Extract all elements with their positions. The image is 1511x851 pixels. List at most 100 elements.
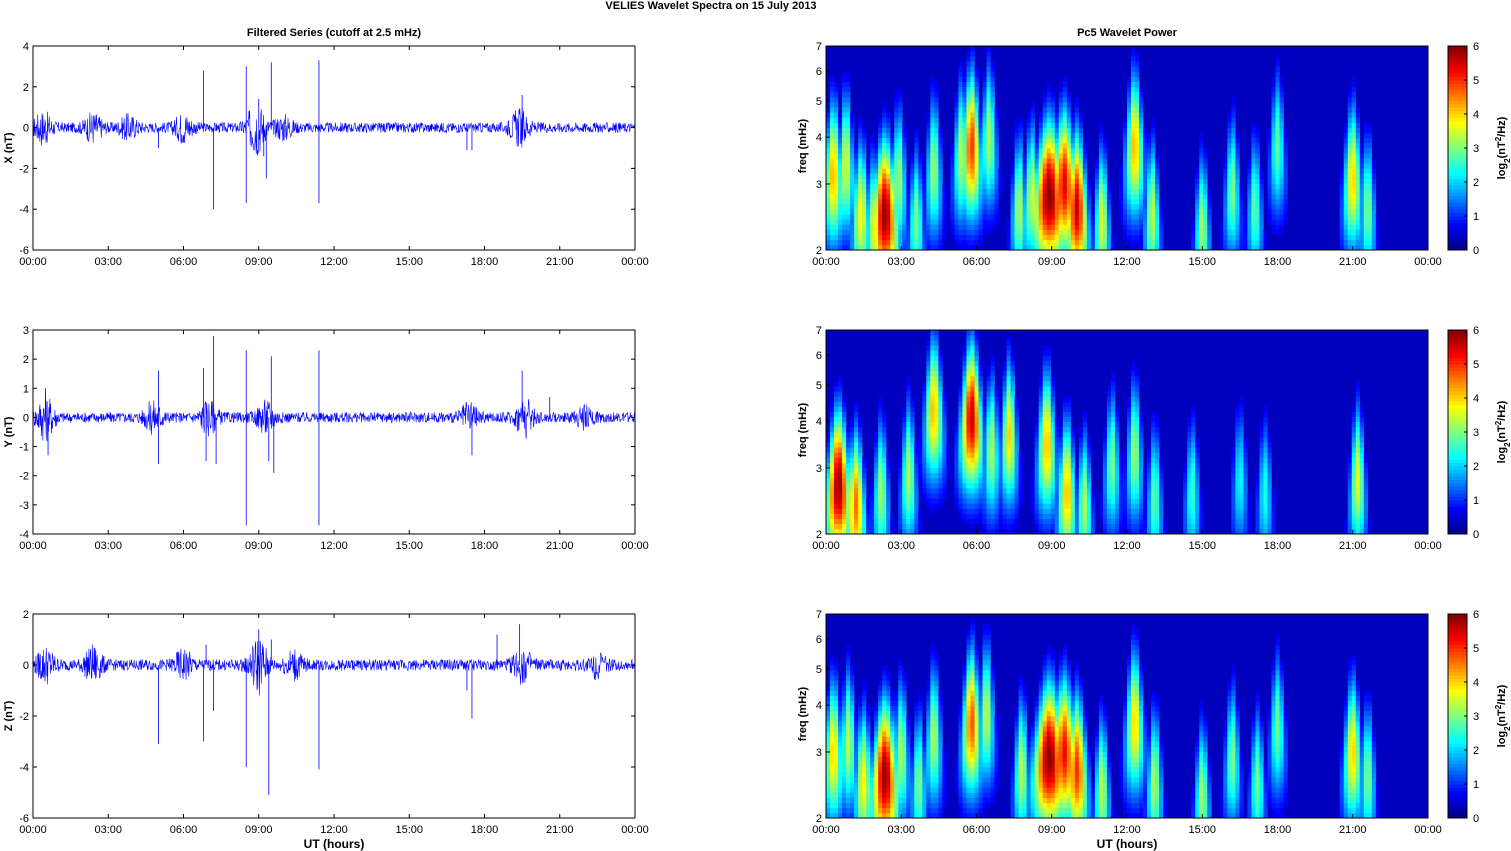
heatmap-cell — [1082, 488, 1088, 494]
heatmap-cell — [882, 132, 887, 139]
heatmap-cell — [990, 472, 995, 479]
heatmap-cell — [1070, 183, 1076, 190]
heatmap-cell — [870, 518, 875, 525]
heatmap-cell — [1022, 178, 1027, 184]
heatmap-cell — [1159, 528, 1164, 535]
x-tick-label: 03:00 — [94, 540, 122, 552]
heatmap-cell — [974, 426, 979, 433]
heatmap-cell — [906, 406, 911, 412]
heatmap-cell — [1139, 102, 1144, 108]
heatmap-cell — [954, 193, 959, 200]
heatmap-cell — [1275, 209, 1280, 215]
heatmap-cell — [978, 183, 983, 190]
heatmap-cell — [1006, 432, 1011, 438]
heatmap-cell — [966, 437, 971, 443]
heatmap-cell — [926, 350, 931, 356]
heatmap-cell — [966, 204, 971, 210]
heatmap-cell — [1050, 421, 1056, 428]
heatmap-cell — [1147, 229, 1152, 235]
heatmap-cell — [1359, 214, 1365, 220]
heatmap-cell — [986, 46, 991, 52]
heatmap-cell — [1139, 426, 1144, 433]
heatmap-cell — [1002, 477, 1007, 484]
heatmap-cell — [890, 513, 895, 519]
heatmap-cell — [1271, 204, 1276, 210]
heatmap-cell — [858, 416, 863, 423]
heatmap-cell — [966, 426, 971, 433]
heatmap-cell — [1131, 437, 1136, 443]
heatmap-cell — [1010, 396, 1015, 402]
heatmap-cell — [834, 158, 839, 164]
heatmap-cell — [1183, 503, 1188, 509]
heatmap-cell — [1135, 493, 1140, 499]
heatmap-cell — [1074, 107, 1080, 113]
heatmap-cell — [918, 193, 923, 200]
heatmap-cell — [1066, 163, 1072, 169]
heatmap-cell — [954, 178, 959, 184]
heatmap-cell — [914, 503, 919, 509]
heatmap-cell — [1159, 518, 1164, 525]
heatmap-cell — [862, 244, 867, 251]
heatmap-cell — [1018, 457, 1023, 463]
heatmap-cell — [962, 503, 967, 509]
heatmap-cell — [1255, 132, 1260, 139]
heatmap-cell — [1163, 523, 1168, 530]
heatmap-cell — [930, 452, 935, 458]
heatmap-cell — [1018, 127, 1023, 133]
heatmap-cell — [1147, 158, 1152, 164]
heatmap-cell — [830, 219, 835, 225]
heatmap-cell — [978, 229, 983, 235]
heatmap-cell — [850, 204, 855, 210]
heatmap-cell — [830, 122, 835, 128]
heatmap-cell — [990, 528, 995, 535]
heatmap-cell — [1151, 508, 1156, 514]
heatmap-cell — [1259, 224, 1264, 230]
heatmap-cell — [1058, 452, 1064, 458]
heatmap-cell — [854, 498, 859, 504]
heatmap-cell — [1062, 421, 1068, 428]
heatmap-cell — [958, 81, 963, 88]
heatmap-cell — [970, 173, 975, 179]
heatmap-cell — [882, 148, 887, 154]
heatmap-cell — [1058, 239, 1064, 246]
heatmap-cell — [1355, 224, 1361, 230]
heatmap-cell — [970, 386, 975, 392]
heatmap-cell — [1122, 467, 1128, 474]
heatmap-cell — [1127, 117, 1132, 123]
heatmap-cell — [1251, 193, 1256, 200]
heatmap-cell — [1355, 178, 1361, 184]
heatmap-cell — [1054, 173, 1060, 179]
heatmap-cell — [1147, 477, 1152, 484]
heatmap-cell — [1147, 488, 1152, 494]
heatmap-cell — [982, 467, 987, 474]
heatmap-cell — [1155, 173, 1160, 179]
heatmap-cell — [1351, 97, 1357, 103]
heatmap-cell — [958, 472, 963, 479]
heatmap-cell — [1106, 188, 1112, 195]
heatmap-cell — [902, 137, 907, 144]
heatmap-cell — [1227, 239, 1232, 246]
heatmap-cell — [838, 178, 843, 184]
heatmap-cell — [930, 340, 935, 346]
heatmap-cell — [882, 437, 887, 443]
heatmap-cell — [1042, 132, 1048, 139]
heatmap-cell — [1251, 158, 1256, 164]
heatmap-cell — [902, 219, 907, 225]
heatmap-cell — [1351, 148, 1357, 154]
heatmap-cell — [834, 209, 839, 215]
heatmap-cell — [922, 234, 927, 241]
heatmap-cell — [1143, 224, 1148, 230]
heatmap-cell — [1139, 528, 1144, 535]
heatmap-cell — [834, 457, 839, 463]
heatmap-cell — [1118, 493, 1124, 499]
heatmap-cell — [1219, 234, 1224, 241]
heatmap-cell — [974, 209, 979, 215]
heatmap-cell — [1018, 168, 1023, 174]
colorbar-step — [1448, 182, 1467, 186]
heatmap-cell — [1139, 188, 1144, 195]
heatmap-cell — [882, 204, 887, 210]
heatmap-cell — [886, 219, 891, 225]
heatmap-cell — [1231, 97, 1236, 103]
heatmap-cell — [1070, 173, 1076, 179]
heatmap-cell — [874, 528, 879, 535]
